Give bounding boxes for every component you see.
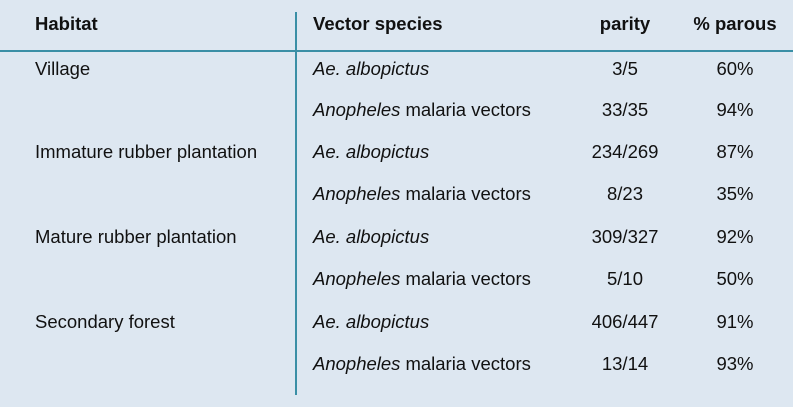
habitat-cell: Secondary forest [35,311,175,332]
parity-header: parity [599,13,651,34]
parous-cell: 91% [716,311,754,332]
parity-cell: 5/10 [606,268,644,289]
species-italic: Ae. albopictus [313,141,430,162]
species-rest: malaria vectors [405,353,531,374]
header-rule [0,50,793,52]
parous-cell: 50% [716,268,754,289]
parity-cell: 309/327 [591,226,659,247]
parity-cell: 234/269 [591,141,659,162]
parous-cell: 60% [716,58,754,79]
species-italic: Anopheles [313,99,401,120]
species-rest: malaria vectors [405,99,531,120]
parous-cell: 94% [716,99,754,120]
parity-cell: 33/35 [601,99,649,120]
species-italic: Ae. albopictus [313,311,430,332]
species-italic: Anopheles [313,353,401,374]
species-header: Vector species [313,13,443,34]
parous-header: % parous [693,13,777,34]
parous-cell: 92% [716,226,754,247]
parity-cell: 13/14 [601,353,649,374]
species-cell: Ae. albopictus [313,58,429,80]
habitat-header: Habitat [35,13,98,34]
species-rest: malaria vectors [405,268,531,289]
species-italic: Anopheles [313,183,401,204]
species-cell: Ae. albopictus [313,141,429,163]
parous-cell: 93% [716,353,754,374]
parity-cell: 8/23 [606,183,644,204]
parity-cell: 406/447 [591,311,659,332]
species-italic: Ae. albopictus [313,226,430,247]
habitat-cell: Mature rubber plantation [35,226,237,247]
parous-cell: 35% [716,183,754,204]
species-italic: Anopheles [313,268,401,289]
species-rest: malaria vectors [405,183,531,204]
parous-cell: 87% [716,141,754,162]
species-cell: Anopheles malaria vectors [313,99,531,121]
species-cell: Anopheles malaria vectors [313,353,531,375]
habitat-cell: Immature rubber plantation [35,141,258,162]
species-cell: Anopheles malaria vectors [313,268,531,290]
species-cell: Anopheles malaria vectors [313,183,531,205]
species-cell: Ae. albopictus [313,226,429,248]
habitat-cell: Village [35,58,91,79]
column-rule [295,12,297,395]
species-cell: Ae. albopictus [313,311,429,333]
parity-cell: 3/5 [612,58,638,79]
species-italic: Ae. albopictus [313,58,430,79]
